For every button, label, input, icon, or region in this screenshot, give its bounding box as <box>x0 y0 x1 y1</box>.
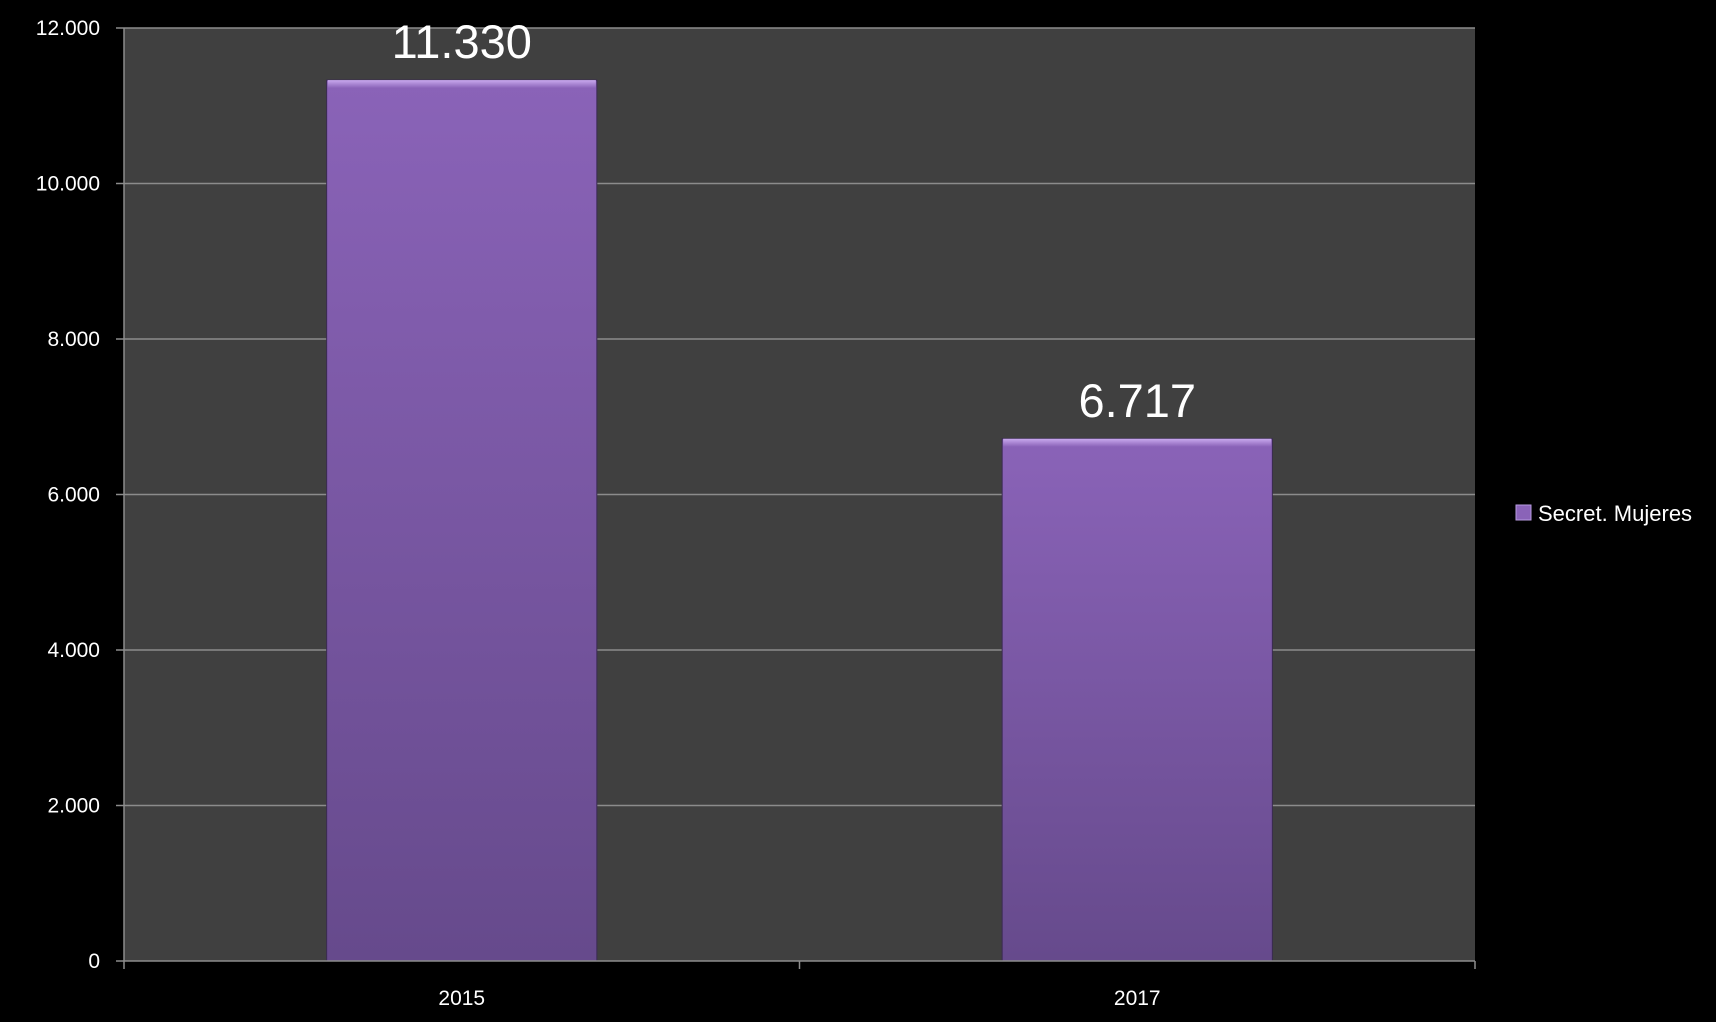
x-tick-label: 2015 <box>438 987 485 1010</box>
bar-2015 <box>326 79 598 962</box>
data-labels: 11.330 6.717 <box>392 15 1196 427</box>
data-label: 11.330 <box>392 15 532 68</box>
x-tick-label: 2017 <box>1114 987 1161 1010</box>
legend-swatch <box>1515 504 1532 521</box>
y-tick-label: 12.000 <box>36 17 100 40</box>
y-tick-label: 4.000 <box>47 639 100 662</box>
y-tick-label: 8.000 <box>47 328 100 351</box>
y-tick-label: 0 <box>88 950 100 973</box>
data-label: 6.717 <box>1078 374 1196 427</box>
bar-top-highlight <box>1003 438 1272 447</box>
bar-top-highlight <box>327 80 596 89</box>
y-tick-label: 10.000 <box>36 173 100 196</box>
legend-label: Secret. Mujeres <box>1538 501 1692 526</box>
bars <box>326 79 1273 962</box>
y-axis: 0 2.000 4.000 6.000 8.000 10.000 12.000 <box>36 17 125 973</box>
bar-2017 <box>1001 438 1273 962</box>
y-tick-label: 2.000 <box>47 795 100 818</box>
y-tick-label: 6.000 <box>47 484 100 507</box>
legend: Secret. Mujeres <box>1515 501 1692 526</box>
x-axis: 2015 2017 <box>123 960 1476 1010</box>
